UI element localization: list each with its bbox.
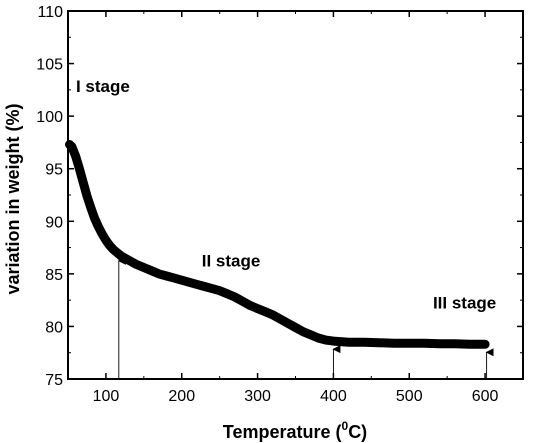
x-tick-label: 600: [472, 388, 499, 405]
stage-annotation-2: II stage: [202, 251, 261, 270]
y-tick-label: 90: [45, 214, 63, 231]
y-tick-label: 100: [36, 109, 63, 126]
series-line-1: [65, 140, 490, 349]
x-tick-label: 500: [396, 388, 423, 405]
annotations: I stage II stage III stage: [76, 77, 496, 313]
ticks-layer: 100 200 300 400 500 600 75 80 85 90 95 100 105 110: [36, 4, 524, 405]
y-tick-label: 75: [45, 372, 63, 389]
y-tick-label: 80: [45, 319, 63, 336]
x-tick-label: 400: [320, 388, 347, 405]
y-tick-label: 95: [45, 162, 63, 179]
stage-annotation-3: III stage: [433, 294, 496, 313]
marks-layer: [65, 140, 494, 379]
x-tick-label: 100: [93, 388, 120, 405]
x-axis-title-sup: 0: [342, 419, 349, 433]
x-axis-title-end: C): [348, 422, 367, 442]
x-axis-title: Temperature (0C): [223, 419, 367, 442]
y-tick-label: 85: [45, 267, 63, 284]
x-tick-label: 300: [244, 388, 271, 405]
x-tick-label: 200: [168, 388, 195, 405]
x-axis-title-main: Temperature (: [223, 422, 342, 442]
stage-annotation-1: I stage: [76, 77, 130, 96]
y-tick-label: 110: [37, 4, 63, 21]
y-axis-title: variation in weight (%): [3, 103, 23, 294]
y-tick-label: 105: [36, 57, 63, 74]
